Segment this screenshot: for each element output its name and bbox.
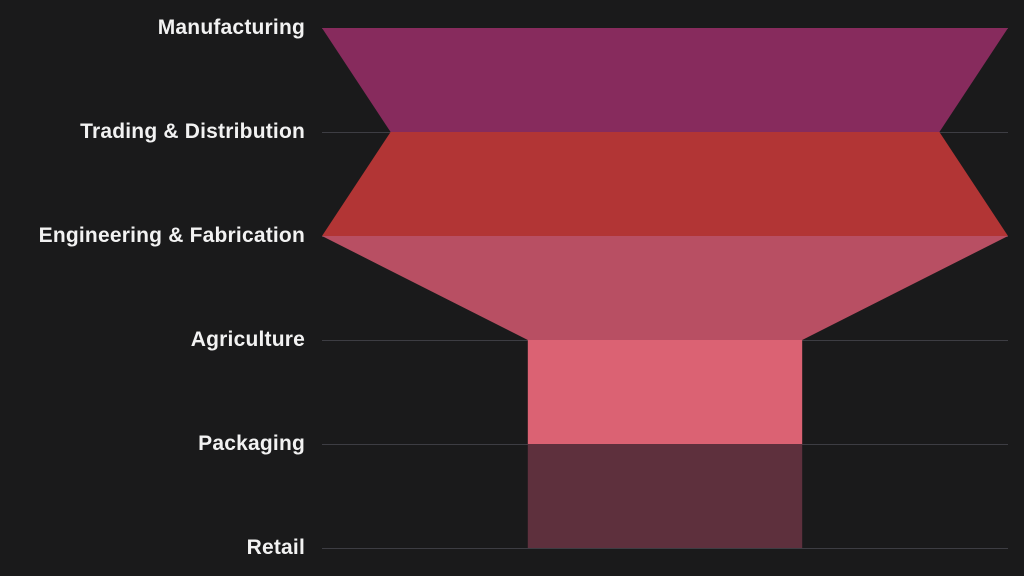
funnel-segment-4 xyxy=(527,444,803,548)
funnel-segment-0 xyxy=(322,28,1008,132)
funnel-segment-3 xyxy=(527,340,803,444)
funnel-segment-1 xyxy=(322,132,1008,236)
funnel-segment-2 xyxy=(322,236,1008,340)
